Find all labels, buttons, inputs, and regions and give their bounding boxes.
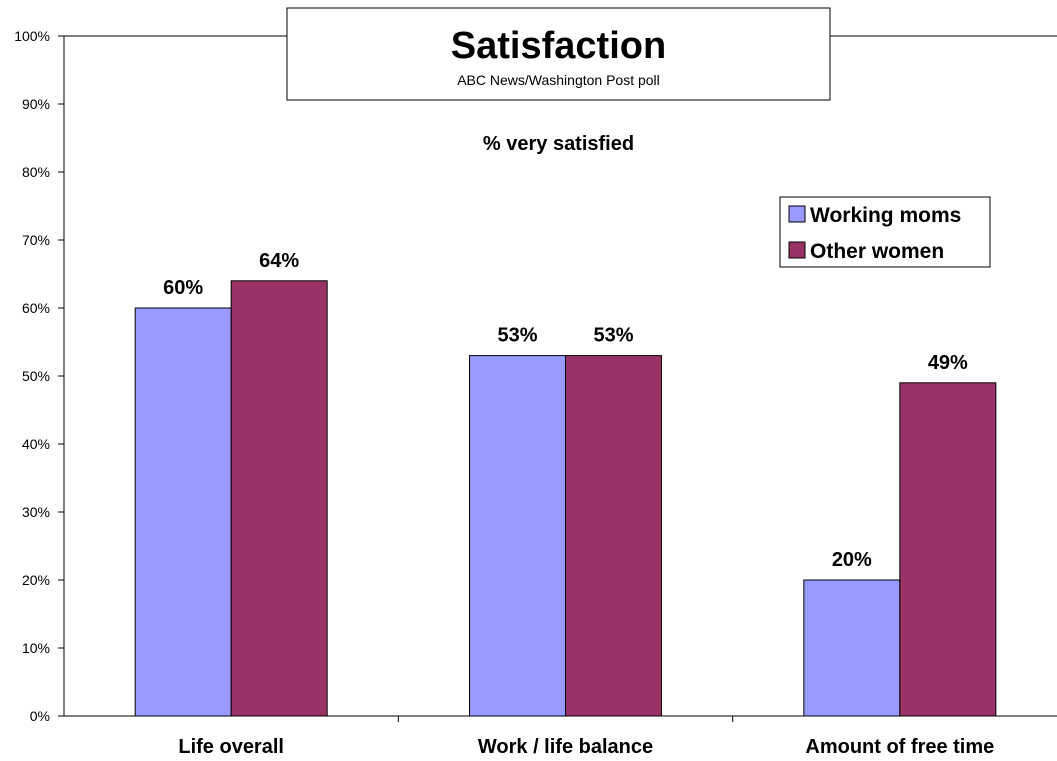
title-box: Satisfaction ABC News/Washington Post po… (286, 7, 831, 101)
data-label-other-women-amount-of-free-time: 49% (928, 352, 968, 374)
data-label-working-moms-work-life-balance: 53% (497, 325, 537, 347)
y-tick-label-100: 100% (14, 28, 50, 44)
legend-label-working-moms: Working moms (810, 204, 961, 227)
legend-frame (779, 196, 991, 268)
data-label-other-women-work-life-balance: 53% (593, 325, 633, 347)
data-label-working-moms-amount-of-free-time: 20% (832, 549, 872, 571)
y-axis-ticks: 0% 10% 20% 30% 40% 50% 60% 70% 80% 90% 100% (14, 28, 64, 724)
data-label-working-moms-life-overall: 60% (163, 277, 203, 299)
bars (134, 280, 997, 717)
chart-subtitle: % very satisfied (483, 133, 634, 155)
y-tick-label-70: 70% (22, 232, 50, 248)
chart-title: Satisfaction (451, 25, 666, 67)
legend: Working moms Other women (779, 196, 991, 268)
y-tick-label-0: 0% (30, 708, 50, 724)
category-label-work-life-balance: Work / life balance (478, 736, 653, 758)
x-axis-ticks (397, 716, 734, 722)
data-label-other-women-life-overall: 64% (259, 250, 299, 272)
bar-working-moms-life-overall (134, 307, 232, 717)
y-tick-label-80: 80% (22, 164, 50, 180)
bar-other-women-work-life-balance (565, 355, 662, 717)
category-labels: Life overall Work / life balance Amount of… (178, 736, 994, 758)
y-tick-label-20: 20% (22, 572, 50, 588)
y-tick-label-30: 30% (22, 504, 50, 520)
y-tick-label-50: 50% (22, 368, 50, 384)
y-tick-label-90: 90% (22, 96, 50, 112)
legend-swatch-other-women (788, 241, 806, 259)
chart-source: ABC News/Washington Post poll (457, 72, 660, 88)
data-labels: 60% 64% 53% 53% 20% 49% (163, 250, 968, 571)
title-box-frame (286, 7, 831, 101)
y-tick-label-40: 40% (22, 436, 50, 452)
y-tick-label-60: 60% (22, 300, 50, 316)
bar-working-moms-amount-of-free-time (803, 579, 901, 717)
bar-other-women-amount-of-free-time (899, 382, 997, 717)
legend-swatch-working-moms (788, 205, 806, 223)
category-label-amount-of-free-time: Amount of free time (805, 736, 994, 758)
legend-label-other-women: Other women (810, 240, 944, 263)
category-label-life-overall: Life overall (178, 736, 284, 758)
bar-working-moms-work-life-balance (469, 355, 566, 717)
bar-other-women-life-overall (230, 280, 328, 717)
y-tick-label-10: 10% (22, 640, 50, 656)
